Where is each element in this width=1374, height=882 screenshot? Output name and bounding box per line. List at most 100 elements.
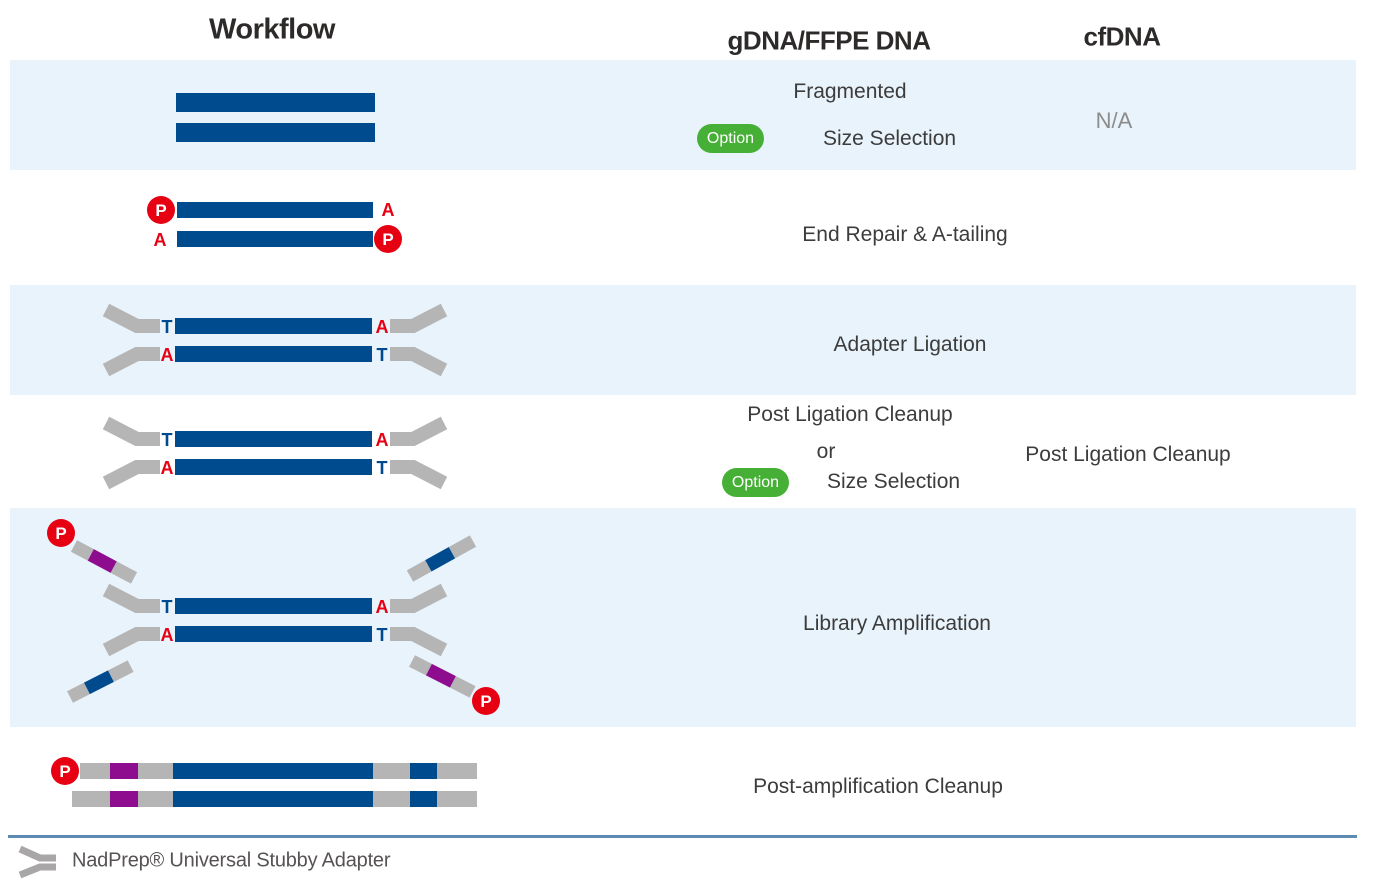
footer-divider: [8, 835, 1357, 838]
adapter-segment: [72, 791, 110, 807]
phosphate-icon: [472, 687, 500, 715]
insert-segment: [173, 763, 373, 779]
adapter-segment: [138, 763, 173, 779]
amplified-library: P: [51, 757, 477, 807]
adapter-segment: [437, 791, 477, 807]
primer-segment: [110, 561, 138, 584]
index-segment: [425, 663, 456, 688]
indexed-primer: P: [47, 519, 138, 584]
size-selection-label: Size Selection: [827, 470, 961, 493]
primer-segment: [67, 682, 90, 703]
stubby-adapter-arm-icon: [390, 583, 448, 613]
legend-text: NadPrep® Universal Stubby Adapter: [72, 849, 391, 872]
phosphate-icon: [51, 757, 79, 785]
dna-strand-top: [175, 431, 372, 447]
primer-segment: [450, 676, 476, 698]
adapter-segment: [373, 791, 410, 807]
dna-strand-top: [176, 93, 375, 112]
stubby-adapter-legend-icon: [18, 845, 56, 879]
adapter-segment: [373, 763, 410, 779]
band-library-amplification: [10, 508, 1356, 727]
adapter-segment: [437, 763, 477, 779]
band-adapter-ligation: [10, 285, 1356, 395]
stubby-adapter-arm-icon: [102, 583, 160, 613]
column-header-gdna: gDNA/FFPE DNA: [727, 25, 931, 56]
fragmented-dna: [176, 93, 375, 142]
a-overhang: A: [161, 458, 174, 478]
stubby-adapter-arm-icon: [102, 416, 160, 446]
adapter-segment: [80, 763, 110, 779]
primer-segment: [70, 540, 94, 561]
phosphate-label: P: [55, 524, 66, 543]
or-label: or: [816, 440, 836, 463]
stubby-adapter-arm-icon: [102, 303, 160, 333]
dna-strand-bottom: [175, 346, 372, 362]
stubby-adapter-arm-icon: [390, 416, 448, 446]
option-badge-label: Option: [706, 129, 755, 147]
index-segment: [87, 549, 117, 573]
primer-segment: [108, 660, 134, 682]
t-overhang: T: [377, 345, 388, 365]
adapter-segment: [138, 791, 173, 807]
a-overhang: A: [376, 597, 389, 617]
a-overhang: A: [161, 345, 174, 365]
option-badge: Option: [722, 468, 789, 497]
stubby-adapter-arm-icon: [102, 627, 160, 657]
stubby-adapter-arm-icon: [102, 460, 160, 490]
step-adapter-ligation-label: Adapter Ligation: [833, 333, 987, 356]
step-end-repair-label: End Repair & A-tailing: [802, 223, 1008, 246]
post-ligation-cleanup-cfdna-label: Post Ligation Cleanup: [1025, 443, 1231, 466]
a-overhang-bottom: A: [154, 230, 167, 250]
column-header-cfdna: cfDNA: [1083, 21, 1161, 52]
phosphate-icon: [374, 225, 402, 253]
primer-segment: [425, 547, 456, 572]
t-overhang: T: [162, 317, 173, 337]
phosphate-label: P: [382, 230, 393, 249]
band-fragmentation: [10, 60, 1356, 170]
primer-segment: [83, 670, 114, 695]
option-badge: Option: [697, 124, 764, 153]
phosphate-label: P: [59, 762, 70, 781]
primer-segment: [409, 655, 432, 676]
a-overhang: A: [161, 625, 174, 645]
primer-segment: [448, 535, 477, 559]
end-repaired-dna: P A A P: [147, 196, 402, 253]
stubby-adapter-arm-icon: [102, 347, 160, 377]
t-overhang: T: [377, 458, 388, 478]
post-ligation-cleanup-gdna-label: Post Ligation Cleanup: [747, 403, 953, 426]
dna-strand-top: [175, 598, 372, 614]
adapter-ligated-dna: T A A T: [102, 303, 448, 377]
adapter-ligated-dna: T A A T: [102, 416, 448, 490]
phosphate-icon: [47, 519, 75, 547]
insert-segment: [173, 791, 373, 807]
t-overhang: T: [162, 597, 173, 617]
dna-strand-bottom: [177, 231, 373, 247]
cfdna-na-label: N/A: [1095, 108, 1133, 133]
option-badge-label: Option: [731, 473, 780, 491]
primer-site-segment: [410, 791, 437, 807]
phosphate-label: P: [480, 692, 491, 711]
t-overhang: T: [377, 625, 388, 645]
stubby-adapter-arm-icon: [390, 347, 448, 377]
dna-strand-bottom: [175, 459, 372, 475]
stubby-adapter-arm-icon: [390, 460, 448, 490]
t-overhang: T: [162, 430, 173, 450]
column-header-workflow: Workflow: [209, 13, 335, 46]
universal-primer: [67, 660, 134, 703]
dna-strand-top: [175, 318, 372, 334]
step-library-amplification-label: Library Amplification: [803, 612, 991, 635]
a-overhang: A: [376, 317, 389, 337]
index-segment: [110, 791, 138, 807]
indexed-primer: P: [409, 655, 500, 715]
primer-segment: [406, 560, 432, 582]
amplification-complex: T A A T P: [47, 519, 500, 715]
universal-primer: [406, 535, 477, 582]
step-post-amplification-label: Post-amplification Cleanup: [753, 775, 1003, 798]
primer-site-segment: [410, 763, 437, 779]
library-strand-top: [80, 763, 477, 779]
stubby-adapter-arm-icon: [390, 303, 448, 333]
index-segment: [110, 763, 138, 779]
a-overhang-top: A: [382, 200, 395, 220]
